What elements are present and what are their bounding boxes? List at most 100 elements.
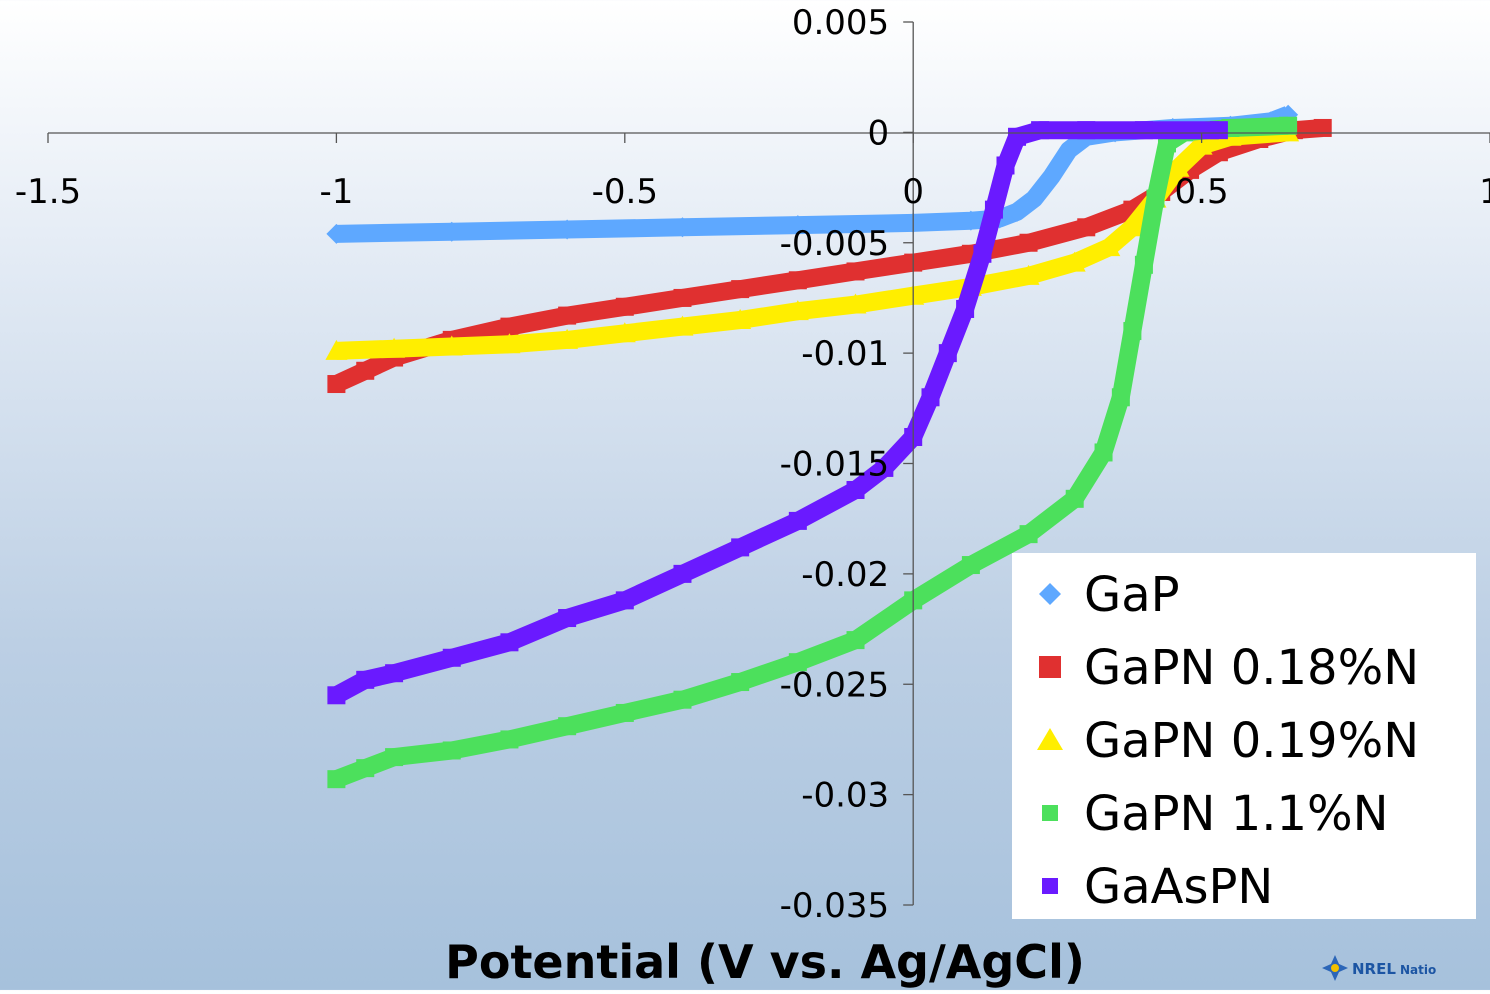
data-point <box>615 591 634 610</box>
data-point <box>984 200 1003 219</box>
data-point <box>557 219 578 240</box>
legend-label: GaPN 1.1%N <box>1084 786 1389 842</box>
data-point <box>327 375 346 394</box>
series-line <box>333 116 1289 788</box>
x-tick-label: 0 <box>902 172 924 212</box>
y-tick-label: 0.005 <box>792 3 889 43</box>
data-point <box>973 244 992 263</box>
x-axis-title: Potential (V vs. Ag/AgCl) <box>445 935 1085 989</box>
data-point <box>1008 127 1027 146</box>
legend-label: GaAsPN <box>1084 859 1273 915</box>
data-point <box>558 609 577 628</box>
legend-label: GaPN 0.18%N <box>1084 640 1419 696</box>
data-point <box>613 322 636 343</box>
data-point <box>671 315 694 336</box>
nrel-logo: NREL Natio <box>1322 955 1436 981</box>
data-point <box>385 748 404 767</box>
data-point <box>325 339 348 360</box>
data-point <box>956 299 975 318</box>
data-point <box>938 344 957 363</box>
data-point <box>498 333 521 354</box>
data-point <box>441 221 462 242</box>
data-point <box>729 309 752 330</box>
legend: GaP GaPN 0.18%N GaPN 0.19%N GaPN 1.1%N GaAsP… <box>1012 553 1476 919</box>
data-point <box>326 223 347 244</box>
data-point <box>1146 189 1165 208</box>
legend-label: GaP <box>1084 567 1180 623</box>
y-tick-label: -0.025 <box>780 665 890 705</box>
legend-items: GaP GaPN 0.18%N GaPN 0.19%N GaPN 1.1%N GaAsP… <box>1037 567 1419 915</box>
x-tick-label: 0.5 <box>1175 172 1229 212</box>
data-point <box>1065 489 1084 508</box>
nrel-logo-text: NREL <box>1352 960 1396 978</box>
data-point <box>356 670 375 689</box>
data-point <box>1111 388 1130 407</box>
data-point <box>1017 264 1040 285</box>
x-tick-label: 1 <box>1479 172 1490 212</box>
data-point <box>615 703 634 722</box>
series-gaaspn <box>327 121 1228 705</box>
y-tick-label: -0.01 <box>801 334 889 374</box>
y-tick-label: -0.03 <box>801 776 889 816</box>
nrel-burst-icon <box>1322 955 1348 981</box>
data-point <box>731 538 750 557</box>
data-point <box>1134 255 1153 274</box>
legend-swatch <box>1039 583 1061 605</box>
data-point <box>1209 121 1228 140</box>
data-point <box>961 556 980 575</box>
data-point <box>385 664 404 683</box>
data-point <box>356 759 375 778</box>
legend-swatch <box>1042 878 1058 894</box>
data-point <box>500 730 519 749</box>
data-point <box>442 648 461 667</box>
data-point <box>788 511 807 530</box>
y-ticks: 0.005 0 -0.005 -0.01 -0.015 -0.02 -0.025 -0.03 -… <box>780 3 914 926</box>
data-point <box>731 280 750 299</box>
legend-swatch <box>1039 656 1061 678</box>
data-point <box>440 335 463 356</box>
data-point <box>327 770 346 789</box>
data-point <box>500 317 519 336</box>
data-point <box>1313 118 1332 137</box>
data-point <box>1063 251 1086 272</box>
legend-swatch <box>1042 805 1058 821</box>
data-point <box>383 337 406 358</box>
legend-swatch <box>1037 728 1063 750</box>
x-ticks: -1.5 -1 -0.5 0 0.5 1 <box>15 133 1490 212</box>
data-point <box>1019 525 1038 544</box>
data-point <box>1098 236 1121 257</box>
data-point <box>788 653 807 672</box>
x-tick-label: -1 <box>319 172 353 212</box>
series-gapn-0-18-n <box>327 118 1332 394</box>
data-point <box>673 564 692 583</box>
data-point <box>996 156 1015 175</box>
data-point <box>1024 188 1045 209</box>
data-point <box>786 300 809 321</box>
series-layer <box>325 104 1332 789</box>
data-point <box>673 690 692 709</box>
x-tick-label: -1.5 <box>15 172 81 212</box>
data-point <box>846 480 865 499</box>
data-point <box>1041 166 1062 187</box>
legend-label: GaPN 0.19%N <box>1084 713 1419 769</box>
data-point <box>1279 116 1298 135</box>
data-point <box>1007 201 1028 222</box>
y-tick-label: -0.035 <box>780 886 890 926</box>
series-line <box>332 119 1324 393</box>
data-point <box>500 633 519 652</box>
data-point <box>327 686 346 705</box>
data-point <box>1167 156 1190 177</box>
data-point <box>1134 121 1153 140</box>
data-point <box>960 210 981 231</box>
data-point <box>788 271 807 290</box>
x-tick-label: -0.5 <box>592 172 658 212</box>
data-point <box>1123 322 1142 341</box>
data-point <box>1019 233 1038 252</box>
data-point <box>615 297 634 316</box>
data-point <box>558 306 577 325</box>
data-point <box>442 741 461 760</box>
data-point <box>672 217 693 238</box>
legend-box <box>1012 553 1476 919</box>
data-point <box>846 631 865 650</box>
